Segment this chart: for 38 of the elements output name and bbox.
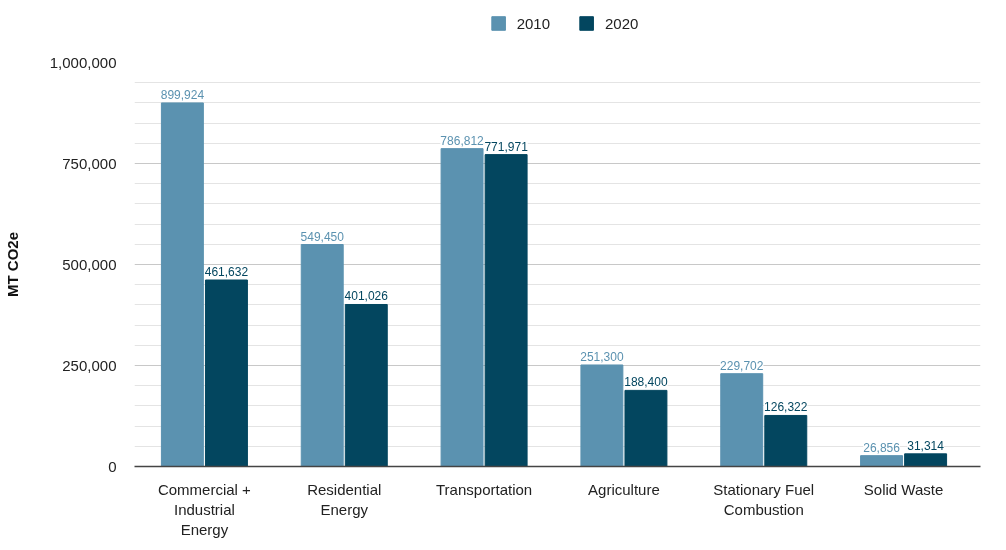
bar [720, 373, 764, 467]
data-label: 461,632 [204, 265, 249, 279]
bar [160, 102, 204, 467]
bar [624, 389, 668, 467]
x-tick-label: Solid Waste [863, 480, 944, 498]
y-axis-title: MT CO2e [3, 231, 21, 297]
data-label: 188,400 [624, 375, 668, 390]
y-tick-label: 500,000 [62, 255, 117, 273]
x-tick-label: Residential Energy [307, 480, 382, 518]
data-label: 549,450 [300, 229, 345, 244]
y-tick-label: 0 [108, 457, 117, 475]
y-tick-label: 750,000 [62, 154, 117, 172]
bar [344, 303, 388, 467]
bar [860, 455, 904, 467]
data-label: 251,300 [580, 349, 624, 364]
data-label: 899,924 [160, 87, 205, 102]
bar [580, 364, 624, 467]
bar [764, 414, 808, 467]
bar [204, 279, 248, 467]
y-tick-label: 250,000 [62, 356, 117, 374]
y-tick-label: 1,000,000 [49, 53, 117, 71]
data-label: 771,971 [484, 139, 529, 154]
data-label: 31,314 [907, 438, 945, 453]
data-label: 786,812 [440, 133, 485, 148]
bar [300, 244, 344, 467]
legend-label: 2010 [516, 14, 550, 32]
x-tick-label: Stationary Fuel Combustion [713, 480, 815, 518]
x-tick-label: Commercial + Industrial Energy [157, 480, 252, 539]
bar [440, 148, 484, 467]
bar [484, 154, 528, 467]
data-label: 126,322 [764, 400, 808, 415]
x-tick-label: Transportation [436, 480, 533, 498]
bar [904, 453, 948, 467]
data-label: 26,856 [863, 440, 901, 455]
legend-label: 2020 [605, 14, 639, 32]
data-label: 401,026 [344, 289, 389, 304]
data-label: 229,702 [720, 358, 764, 373]
x-tick-label: Agriculture [588, 480, 660, 498]
